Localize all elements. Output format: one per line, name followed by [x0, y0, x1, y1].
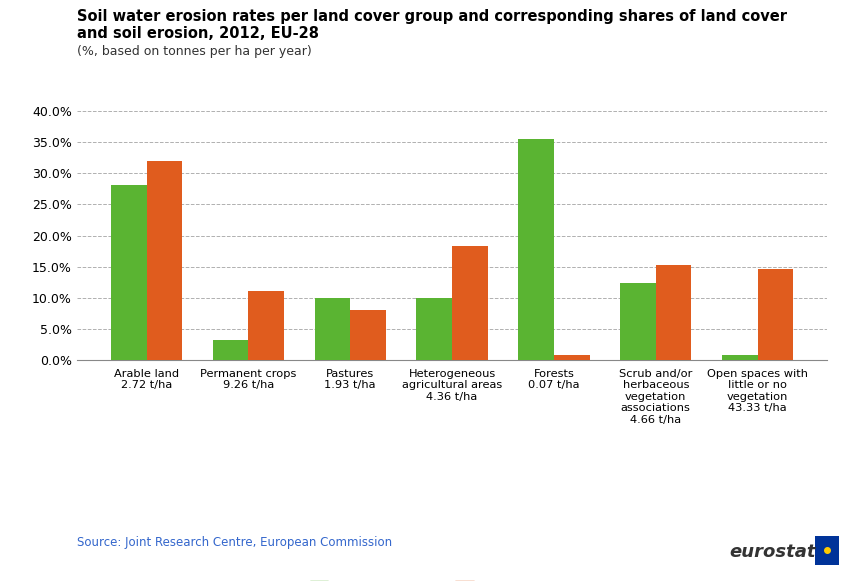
- Bar: [212, 340, 248, 360]
- Text: Soil water erosion rates per land cover group and corresponding shares of land c: Soil water erosion rates per land cover …: [77, 9, 786, 24]
- Bar: [350, 310, 385, 360]
- Bar: [553, 354, 589, 360]
- Bar: [314, 298, 350, 360]
- Bar: [452, 246, 487, 360]
- Bar: [721, 355, 757, 360]
- Text: Source: Joint Research Centre, European Commission: Source: Joint Research Centre, European …: [77, 536, 391, 549]
- Bar: [518, 139, 553, 360]
- Text: (%, based on tonnes per ha per year): (%, based on tonnes per ha per year): [77, 45, 311, 58]
- Bar: [619, 283, 655, 360]
- Bar: [111, 185, 147, 360]
- Bar: [147, 161, 182, 360]
- Bar: [655, 266, 691, 360]
- Bar: [248, 291, 284, 360]
- Bar: [416, 298, 452, 360]
- Text: eurostat: eurostat: [728, 543, 815, 561]
- Bar: [757, 269, 792, 360]
- Legend: Land cover share, % of total soil loss: Land cover share, % of total soil loss: [304, 576, 599, 581]
- Text: and soil erosion, 2012, EU-28: and soil erosion, 2012, EU-28: [77, 26, 319, 41]
